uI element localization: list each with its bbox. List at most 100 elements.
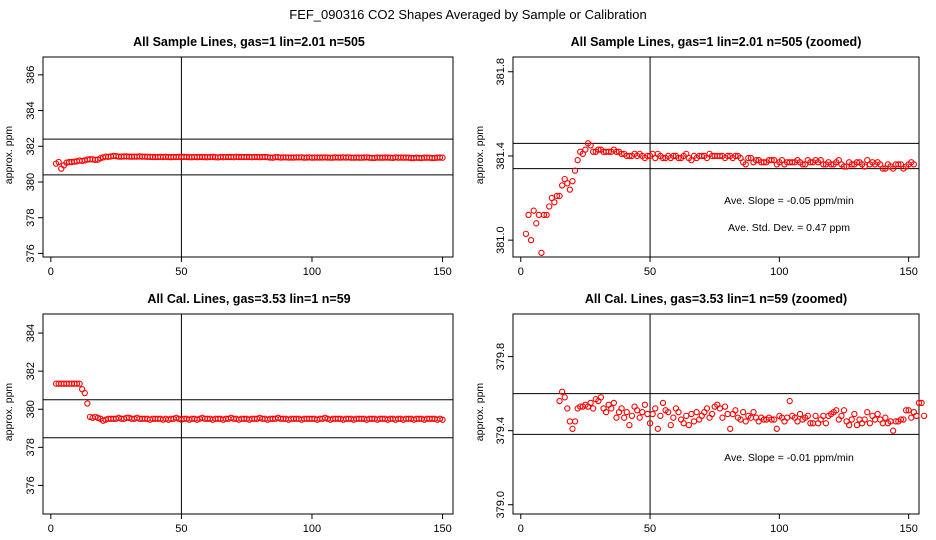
data-point <box>843 418 850 425</box>
data-point <box>566 186 574 193</box>
data-point <box>608 405 615 412</box>
y-tick-label: 380 <box>25 173 37 191</box>
x-tick-label: 150 <box>899 523 917 535</box>
data-point <box>561 394 568 401</box>
data-point <box>804 412 811 419</box>
data-point <box>732 152 739 160</box>
data-point <box>602 408 610 416</box>
y-axis-label-3: approx. ppm <box>3 383 15 442</box>
data-point <box>644 410 651 418</box>
data-point <box>794 418 801 425</box>
data-point <box>840 407 848 414</box>
data-point <box>626 421 633 429</box>
data-point <box>716 152 724 160</box>
data-point <box>685 421 692 429</box>
data-point <box>577 403 584 410</box>
data-point <box>897 416 905 423</box>
data-point <box>556 192 563 200</box>
data-point <box>670 414 677 421</box>
data-point <box>853 159 861 166</box>
data-point <box>590 148 597 155</box>
data-point <box>820 161 827 168</box>
data-point <box>659 154 667 162</box>
x-tick-label: 100 <box>303 266 321 278</box>
x-tick-label: 150 <box>899 266 917 278</box>
data-point <box>571 167 579 174</box>
data-point <box>840 163 848 170</box>
figure-suptitle: FEF_090316 CO2 Shapes Averaged by Sample… <box>289 7 646 22</box>
data-point <box>752 157 760 164</box>
data-point <box>605 148 612 155</box>
data-point <box>644 152 651 160</box>
data-point <box>918 399 925 407</box>
data-point <box>649 410 656 418</box>
data-point <box>597 394 605 401</box>
data-point <box>574 157 581 164</box>
data-point <box>654 425 661 432</box>
y-tick-label: 381.8 <box>495 58 507 86</box>
data-point <box>590 405 597 412</box>
y-tick-label: 380 <box>25 400 37 418</box>
data-point <box>838 412 845 419</box>
data-point <box>623 408 630 416</box>
data-point <box>546 203 553 210</box>
y-tick-label: 382 <box>25 362 37 380</box>
data-point <box>543 211 550 219</box>
data-point <box>835 416 842 423</box>
data-point <box>760 159 767 166</box>
data-point <box>659 399 667 407</box>
annotation-text: Ave. Slope = -0.01 ppm/min <box>724 452 854 464</box>
data-point <box>652 405 659 412</box>
x-tick-label: 0 <box>518 523 524 535</box>
data-point <box>530 207 537 214</box>
data-point <box>706 414 713 421</box>
data-series <box>556 388 928 434</box>
data-point <box>540 211 548 219</box>
data-point <box>587 142 594 149</box>
x-tick-label: 100 <box>770 266 788 278</box>
data-point <box>582 146 589 153</box>
data-point <box>564 180 571 187</box>
data-point <box>724 152 731 160</box>
data-point <box>688 410 695 418</box>
data-point <box>742 161 749 168</box>
data-point <box>716 405 724 412</box>
data-point <box>631 403 638 410</box>
data-point <box>721 403 729 410</box>
data-point <box>587 399 594 407</box>
data-point <box>858 420 866 427</box>
data-point <box>864 408 871 416</box>
data-point <box>626 152 633 160</box>
y-tick-label: 386 <box>25 66 37 84</box>
data-point <box>871 416 879 423</box>
data-point <box>771 416 778 423</box>
data-point <box>848 416 855 423</box>
data-point <box>84 400 91 407</box>
data-point <box>851 410 858 418</box>
data-point <box>703 405 711 412</box>
plot-title-3: All Cal. Lines, gas=3.53 lin=1 n=59 <box>147 292 350 306</box>
data-point <box>535 211 543 219</box>
data-point <box>696 416 703 423</box>
data-point <box>796 410 804 418</box>
data-point <box>553 192 561 200</box>
data-point <box>750 408 757 416</box>
data-point <box>817 416 824 423</box>
data-point <box>719 414 726 421</box>
plot-panel-3: All Cal. Lines, gas=3.53 lin=1 n=59 appr… <box>3 292 454 535</box>
data-point <box>672 405 680 412</box>
data-point <box>742 418 749 425</box>
data-point <box>900 416 907 423</box>
data-point <box>701 408 708 416</box>
data-point <box>628 412 636 419</box>
data-point <box>605 401 612 408</box>
x-tick-label: 150 <box>433 266 451 278</box>
data-point <box>861 416 868 423</box>
data-point <box>752 414 760 421</box>
x-tick-label: 0 <box>48 523 54 535</box>
data-point <box>799 161 806 168</box>
data-point <box>856 416 863 423</box>
data-point <box>807 159 814 166</box>
data-point <box>610 399 617 407</box>
